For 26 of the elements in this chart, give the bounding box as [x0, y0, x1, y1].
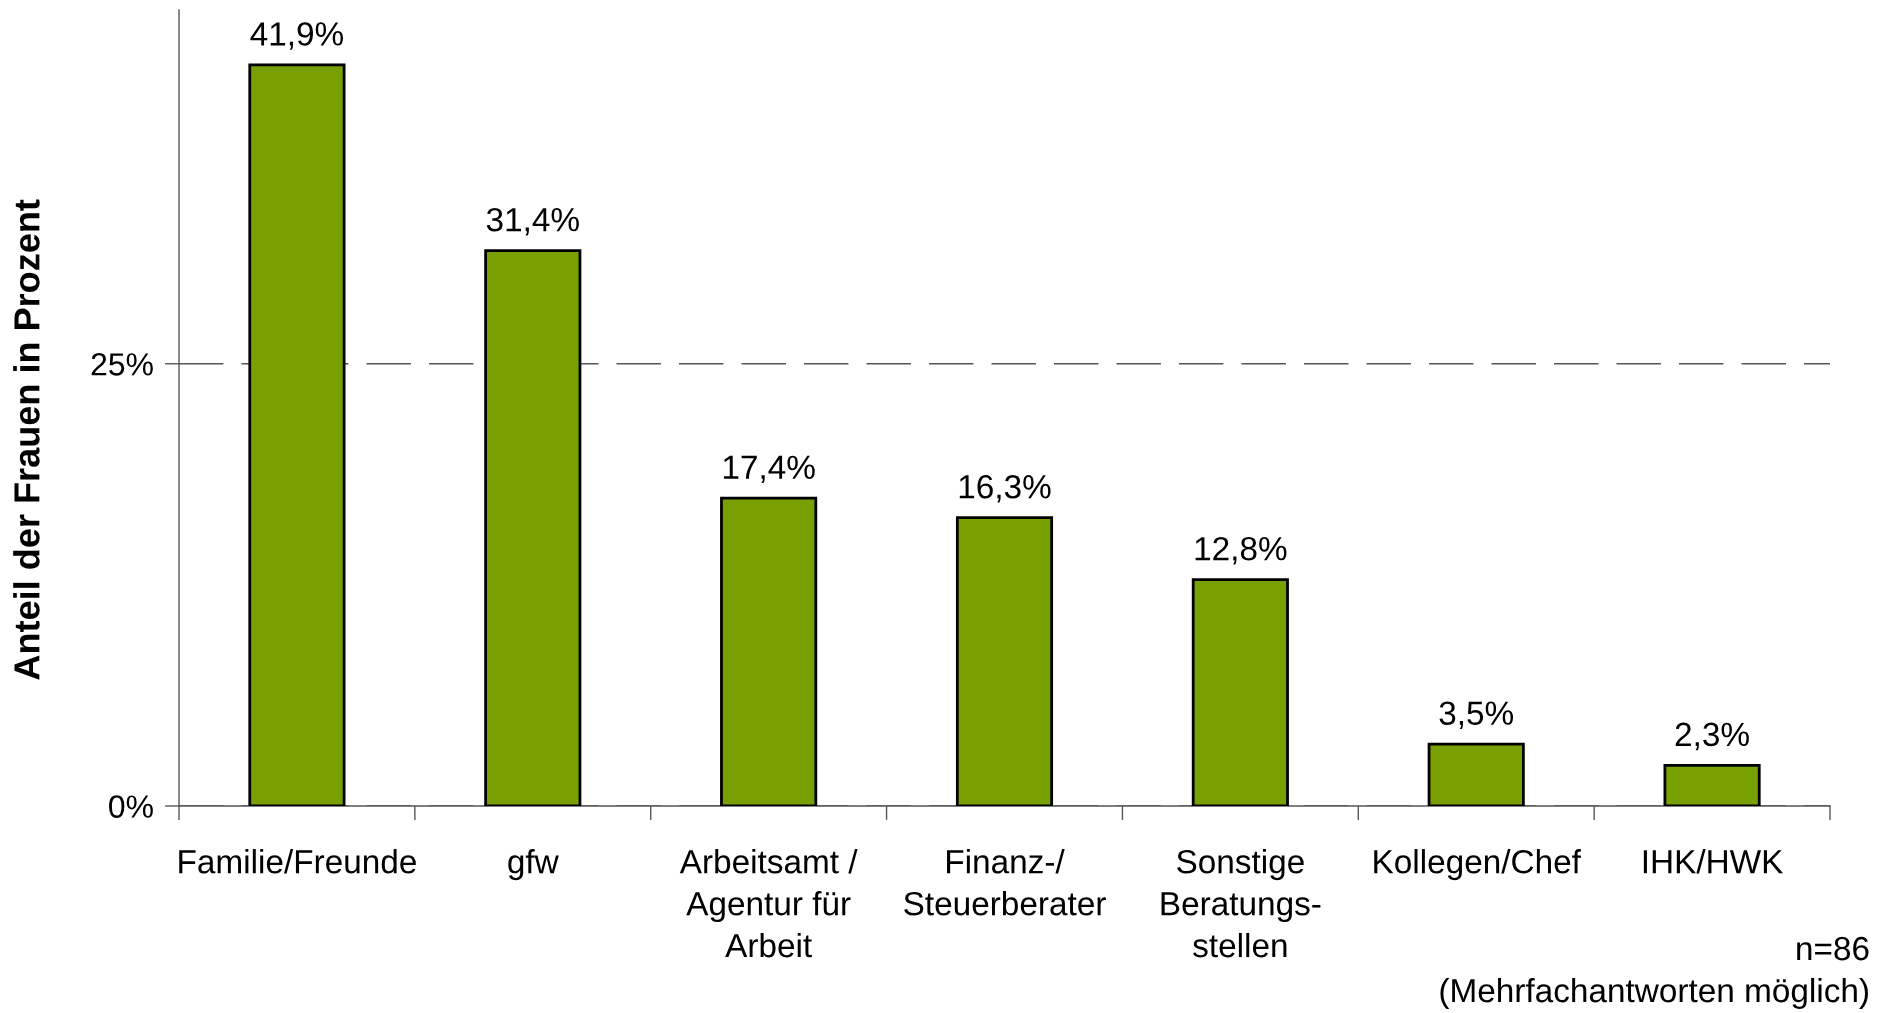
- text: n=86: [1797, 936, 1869, 961]
- data-label: 16,3%: [959, 474, 1051, 503]
- y-axis-title: Anteil der Frauen in Prozent: [13, 199, 40, 680]
- bar: [484, 249, 582, 806]
- bar: [720, 496, 818, 806]
- y-tick-label: 0%: [109, 795, 153, 818]
- x-tick-label: Arbeitsamt / Agentur für Arbeit: [679, 849, 858, 958]
- x-tick-label: Kollegen/Chef: [1374, 849, 1581, 881]
- text: (Mehrfachantworten möglich): [1440, 977, 1868, 1009]
- data-label: 3,5%: [1439, 701, 1514, 729]
- data-label: 17,4%: [723, 455, 815, 484]
- bar: [955, 516, 1054, 806]
- data-label: 41,9%: [250, 22, 343, 50]
- bar: [1427, 742, 1525, 806]
- x-tick-label: gfw: [508, 849, 559, 881]
- bar: [1663, 763, 1761, 806]
- x-tick-label: Finanz-/ Steuerberater: [904, 849, 1106, 916]
- data-label: 12,8%: [1195, 536, 1287, 565]
- data-label: 31,4%: [486, 207, 579, 236]
- data-label: 2,3%: [1675, 722, 1749, 751]
- x-tick-label: Sonstige Beratungs- stellen: [1161, 849, 1321, 958]
- x-tick-label: IHK/HWK: [1643, 849, 1783, 874]
- bar: [248, 63, 346, 806]
- y-tick-label: 25%: [91, 353, 153, 376]
- x-tick-label: Familie/Freunde: [179, 849, 416, 874]
- bar: [1191, 578, 1289, 806]
